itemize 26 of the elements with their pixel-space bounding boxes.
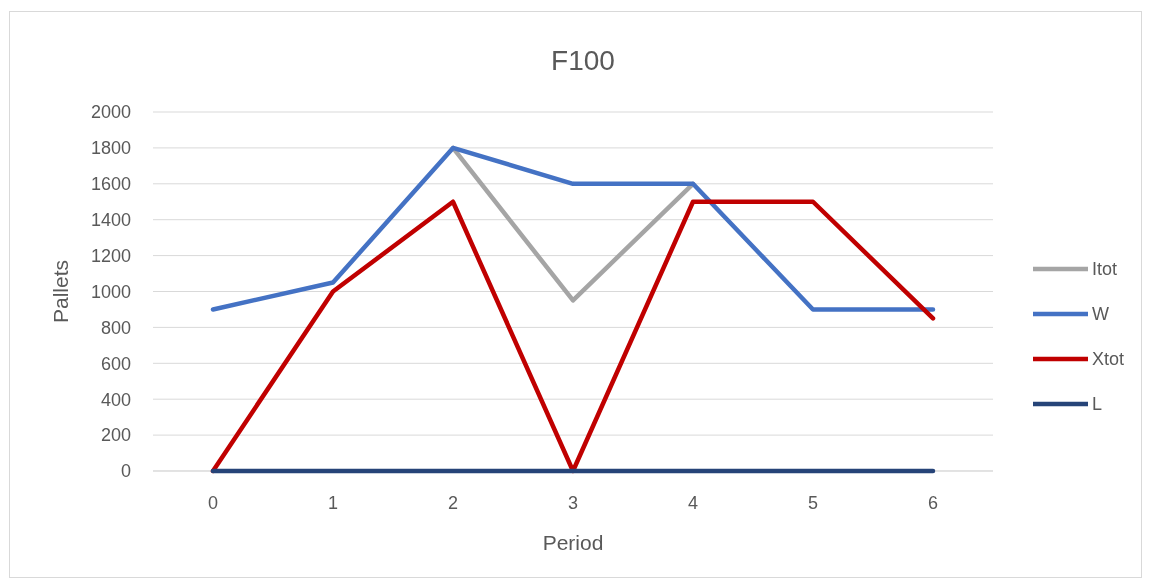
y-tick-label: 1400 <box>90 210 131 230</box>
y-tick-label: 1600 <box>90 174 131 195</box>
y-tick-label: 2000 <box>90 102 131 123</box>
x-axis-title: Period <box>542 531 604 554</box>
y-tick-label: 400 <box>100 389 131 410</box>
y-tick-label: 800 <box>100 317 131 338</box>
line-series <box>210 145 936 312</box>
legend-label: L <box>1092 394 1103 415</box>
legend-label: W <box>1092 304 1109 325</box>
x-tick-label: 1 <box>327 493 339 513</box>
y-tick-label: 1800 <box>90 138 131 159</box>
x-tick-label: 4 <box>687 493 699 513</box>
y-tick-label: 1200 <box>90 245 131 266</box>
x-tick-label: 6 <box>927 493 939 513</box>
x-tick-label: 0 <box>207 493 219 513</box>
x-tick-label: 2 <box>447 493 459 513</box>
y-axis-title: Pallets <box>49 259 72 324</box>
legend-label: Itot <box>1092 259 1118 280</box>
y-tick-label: 1000 <box>90 281 131 302</box>
legend-label: Xtot <box>1092 349 1125 370</box>
chart-title: F100 <box>551 45 615 76</box>
x-tick-label: 5 <box>807 493 819 513</box>
y-tick-label: 200 <box>100 425 131 446</box>
y-tick-label: 600 <box>100 353 131 374</box>
y-tick-label: 0 <box>120 461 131 482</box>
x-tick-label: 3 <box>567 493 579 513</box>
